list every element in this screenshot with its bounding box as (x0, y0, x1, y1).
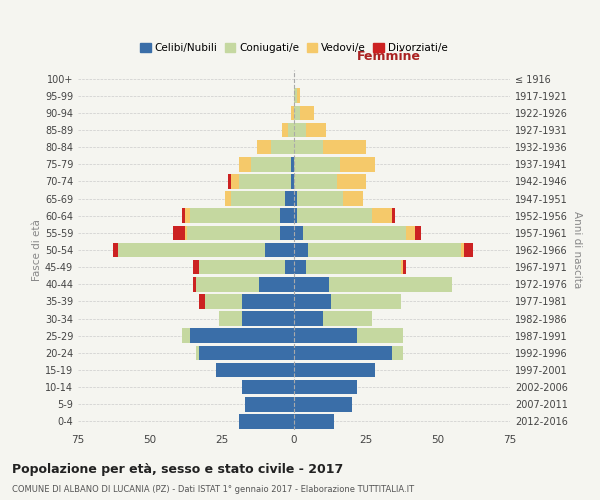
Bar (173, 226, 185, 240)
Bar (242, 312, 294, 326)
Bar (297, 88, 300, 103)
Bar (113, 242, 118, 258)
Bar (331, 294, 401, 308)
Bar (280, 208, 294, 223)
Bar (291, 157, 294, 172)
Bar (239, 174, 291, 188)
Bar (239, 157, 251, 172)
Bar (297, 208, 372, 223)
Bar (242, 294, 294, 308)
Bar (294, 208, 297, 223)
Bar (193, 260, 199, 274)
Bar (403, 260, 406, 274)
Bar (190, 208, 280, 223)
Bar (280, 226, 294, 240)
Bar (294, 157, 340, 172)
Bar (216, 362, 294, 378)
Bar (187, 226, 280, 240)
Y-axis label: Anni di nascita: Anni di nascita (572, 212, 581, 288)
Bar (294, 174, 337, 188)
Bar (185, 208, 190, 223)
Bar (196, 277, 259, 291)
Bar (228, 174, 230, 188)
Bar (245, 397, 294, 411)
Text: Popolazione per età, sesso e stato civile - 2017: Popolazione per età, sesso e stato civil… (12, 462, 343, 475)
Bar (300, 106, 314, 120)
Bar (182, 328, 190, 343)
Bar (294, 380, 358, 394)
Bar (294, 106, 300, 120)
Bar (118, 242, 265, 258)
Bar (271, 140, 294, 154)
Bar (329, 277, 452, 291)
Bar (239, 414, 294, 428)
Bar (323, 312, 372, 326)
Bar (308, 242, 461, 258)
Bar (294, 294, 331, 308)
Bar (343, 192, 363, 206)
Bar (294, 328, 358, 343)
Bar (286, 192, 294, 206)
Bar (288, 122, 294, 138)
Bar (283, 122, 288, 138)
Bar (294, 397, 352, 411)
Bar (199, 346, 294, 360)
Bar (358, 328, 403, 343)
Legend: Celibi/Nubili, Coniugati/e, Vedovi/e, Divorziati/e: Celibi/Nubili, Coniugati/e, Vedovi/e, Di… (136, 39, 452, 58)
Bar (415, 226, 421, 240)
Text: COMUNE DI ALBANO DI LUCANIA (PZ) - Dati ISTAT 1° gennaio 2017 - Elaborazione TUT: COMUNE DI ALBANO DI LUCANIA (PZ) - Dati … (12, 485, 414, 494)
Bar (199, 260, 286, 274)
Bar (291, 106, 294, 120)
Bar (294, 88, 297, 103)
Bar (464, 242, 473, 258)
Bar (337, 174, 366, 188)
Bar (294, 346, 392, 360)
Bar (185, 226, 187, 240)
Bar (297, 192, 343, 206)
Bar (392, 346, 403, 360)
Bar (230, 174, 239, 188)
Bar (294, 277, 329, 291)
Bar (205, 294, 242, 308)
Bar (242, 380, 294, 394)
Bar (461, 242, 464, 258)
Text: Femmine: Femmine (357, 50, 421, 63)
Bar (305, 122, 326, 138)
Bar (294, 226, 302, 240)
Bar (294, 242, 308, 258)
Bar (265, 242, 294, 258)
Bar (294, 260, 305, 274)
Bar (219, 312, 242, 326)
Bar (225, 192, 230, 206)
Bar (305, 260, 401, 274)
Bar (286, 260, 294, 274)
Bar (294, 414, 334, 428)
Bar (251, 157, 291, 172)
Bar (257, 140, 271, 154)
Bar (230, 192, 286, 206)
Bar (199, 294, 205, 308)
Bar (392, 208, 395, 223)
Bar (323, 140, 366, 154)
Bar (259, 277, 294, 291)
Bar (401, 260, 403, 274)
Bar (340, 157, 374, 172)
Bar (294, 362, 374, 378)
Bar (372, 208, 392, 223)
Bar (302, 226, 406, 240)
Bar (182, 208, 185, 223)
Bar (196, 346, 199, 360)
Bar (291, 174, 294, 188)
Bar (406, 226, 415, 240)
Bar (294, 140, 323, 154)
Bar (193, 277, 196, 291)
Bar (294, 312, 323, 326)
Bar (294, 192, 297, 206)
Bar (294, 122, 305, 138)
Bar (190, 328, 294, 343)
Y-axis label: Fasce di età: Fasce di età (32, 219, 42, 281)
